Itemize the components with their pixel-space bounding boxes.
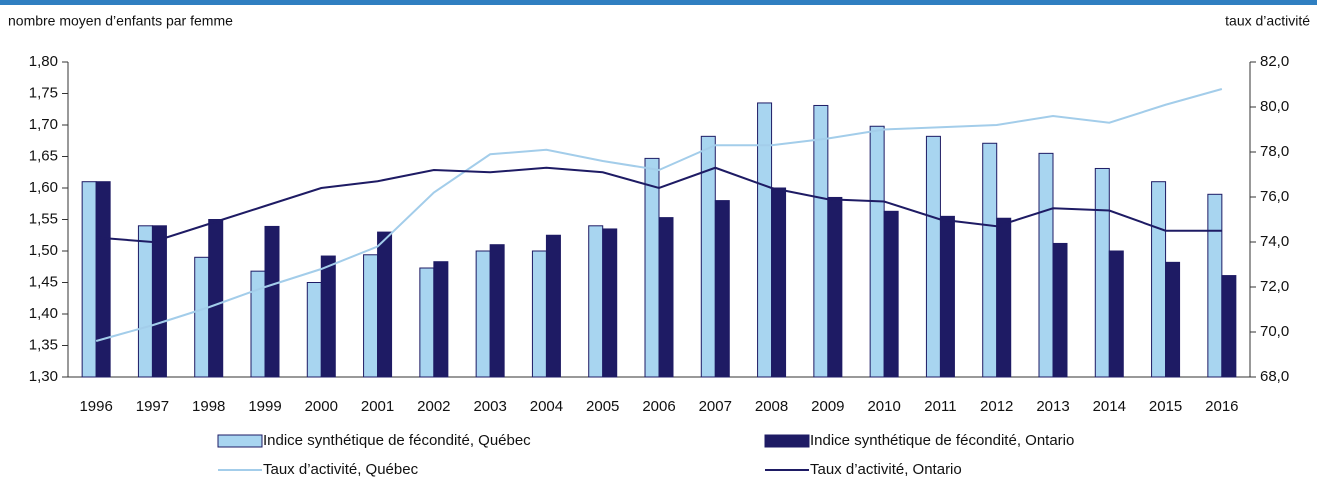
x-tick-label: 2013 — [1036, 398, 1069, 415]
x-tick-label: 2001 — [361, 398, 394, 415]
bar — [757, 102, 773, 378]
bar — [714, 200, 730, 378]
y-tick-label: 1,65 — [29, 147, 58, 164]
x-tick-label: 2011 — [924, 398, 956, 415]
y-tick-label: 1,50 — [29, 242, 58, 259]
legend-label: Taux d’activité, Québec — [263, 461, 419, 478]
x-tick-label: 2014 — [1093, 398, 1126, 415]
bar — [996, 217, 1012, 378]
bar — [1165, 261, 1181, 378]
bar — [1151, 181, 1167, 378]
x-tick-label: 2003 — [473, 398, 506, 415]
x-tick-label: 2008 — [755, 398, 788, 415]
x-tick-label: 2002 — [417, 398, 450, 415]
bar — [531, 250, 547, 378]
x-tick-label: 2009 — [811, 398, 844, 415]
bar — [771, 187, 787, 378]
bar — [95, 181, 111, 378]
bar — [813, 104, 829, 378]
bar — [81, 181, 97, 378]
bar — [588, 225, 604, 378]
bar — [363, 254, 379, 378]
legend-label: Indice synthétique de fécondité, Québec — [263, 432, 531, 449]
bar — [1094, 167, 1110, 378]
y-tick-label: 1,35 — [29, 336, 58, 353]
x-tick-label: 2012 — [980, 398, 1013, 415]
bar — [1207, 193, 1223, 378]
x-tick-label: 1999 — [248, 398, 281, 415]
bar — [644, 157, 660, 378]
x-tick-label: 2010 — [867, 398, 900, 415]
bar — [377, 231, 393, 378]
bar — [545, 234, 561, 378]
x-tick-label: 2015 — [1149, 398, 1182, 415]
legend-label: Taux d’activité, Ontario — [810, 461, 962, 478]
legend-label: Indice synthétique de fécondité, Ontario — [810, 432, 1074, 449]
legend-swatch — [217, 434, 263, 448]
bar — [151, 225, 167, 378]
bar — [827, 196, 843, 378]
x-tick-label: 1997 — [136, 398, 169, 415]
bar — [306, 282, 322, 378]
bar — [1052, 242, 1068, 378]
y-tick-label: 1,30 — [29, 368, 58, 385]
y2-tick-label: 78,0 — [1260, 143, 1289, 160]
x-tick-label: 2000 — [305, 398, 338, 415]
y2-tick-label: 70,0 — [1260, 323, 1289, 340]
line — [95, 88, 1223, 342]
bar — [419, 267, 435, 378]
bar — [1108, 250, 1124, 378]
x-tick-label: 2006 — [642, 398, 675, 415]
bar — [925, 135, 941, 378]
y2-tick-label: 76,0 — [1260, 188, 1289, 205]
y2-tick-label: 82,0 — [1260, 53, 1289, 70]
x-tick-label: 2016 — [1205, 398, 1238, 415]
x-tick-label: 1996 — [79, 398, 112, 415]
bar — [1221, 275, 1237, 378]
y-tick-label: 1,80 — [29, 53, 58, 70]
bar — [320, 255, 336, 378]
y2-tick-label: 72,0 — [1260, 278, 1289, 295]
top-band — [0, 0, 1317, 5]
y2-axis-label: taux d’activité — [1225, 13, 1310, 29]
y2-tick-label: 68,0 — [1260, 368, 1289, 385]
y-tick-label: 1,55 — [29, 210, 58, 227]
x-tick-label: 2004 — [530, 398, 563, 415]
bar — [1038, 152, 1054, 378]
y-tick-label: 1,40 — [29, 305, 58, 322]
y-tick-label: 1,75 — [29, 84, 58, 101]
bar — [939, 215, 955, 378]
line — [96, 166, 1222, 244]
y-tick-label: 1,45 — [29, 273, 58, 290]
bar — [883, 210, 899, 378]
bar — [208, 219, 224, 378]
y2-tick-label: 80,0 — [1260, 98, 1289, 115]
bar — [869, 125, 885, 378]
bar — [194, 256, 210, 378]
bar — [137, 225, 153, 378]
y-tick-label: 1,70 — [29, 116, 58, 133]
x-tick-label: 2005 — [586, 398, 619, 415]
x-tick-label: 1998 — [192, 398, 225, 415]
bar — [982, 142, 998, 378]
bar — [433, 261, 449, 378]
y-tick-label: 1,60 — [29, 179, 58, 196]
y2-tick-label: 74,0 — [1260, 233, 1289, 250]
y-axis-label: nombre moyen d’enfants par femme — [8, 13, 233, 29]
bar — [658, 217, 674, 378]
bar — [264, 225, 280, 378]
bar — [602, 228, 618, 378]
x-tick-label: 2007 — [699, 398, 732, 415]
legend-swatch — [764, 434, 810, 448]
bar — [475, 250, 491, 378]
bar — [489, 244, 505, 378]
